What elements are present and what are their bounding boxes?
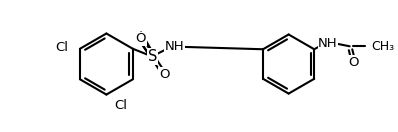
Text: CH₃: CH₃ <box>371 40 394 53</box>
Text: NH: NH <box>164 40 184 53</box>
Text: O: O <box>348 56 359 69</box>
Text: O: O <box>159 68 170 81</box>
Text: O: O <box>135 32 146 45</box>
Text: Cl: Cl <box>114 100 127 112</box>
Text: NH: NH <box>318 37 338 50</box>
Text: S: S <box>148 49 157 64</box>
Text: Cl: Cl <box>55 41 68 54</box>
